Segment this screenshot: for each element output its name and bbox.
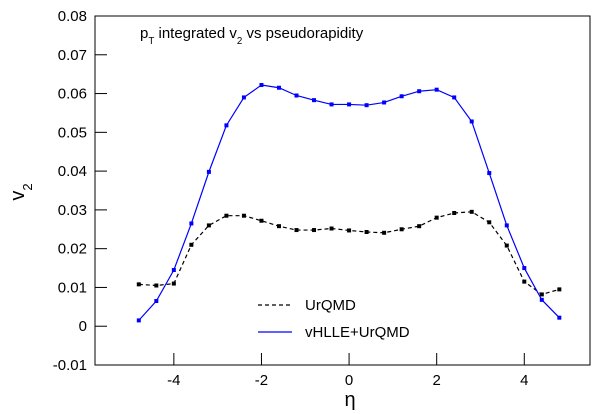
text-part: v [7,191,29,201]
data-point [276,85,281,90]
y-tick-label: 0.07 [58,47,87,64]
data-point [312,228,317,233]
data-point [206,169,211,174]
data-point [382,100,387,105]
x-tick-label: -2 [255,372,268,389]
y-axis-label: v2 [7,183,35,200]
data-point [469,119,474,124]
data-point [364,103,369,108]
data-point [452,210,457,215]
y-tick-label: 0 [79,318,87,335]
data-point [171,281,176,286]
data-point [154,299,159,304]
subscript: 2 [20,183,35,190]
data-point [417,89,422,94]
data-point [171,267,176,272]
data-point [136,318,141,323]
legend-label: vHLLE+UrQMD [305,324,410,341]
y-tick-label: 0.06 [58,86,87,103]
data-point [557,315,562,320]
series-line [138,211,560,296]
y-tick-label: 0.05 [58,124,87,141]
x-tick-label: 2 [433,372,441,389]
x-tick-label: -4 [167,372,180,389]
data-point [241,213,246,218]
data-point [539,292,544,297]
y-tick-label: 0.02 [58,241,87,258]
data-point [259,218,264,223]
data-point [417,224,422,229]
chart-title: pT integrated v2 vs pseudorapidity [140,25,364,47]
data-point [241,95,246,100]
data-point [522,266,527,271]
data-point [189,221,194,226]
data-point [452,95,457,100]
data-point [206,223,211,228]
text-part: vs pseudorapidity [242,25,363,42]
data-point [347,102,352,107]
data-point [294,93,299,98]
data-point [469,209,474,214]
data-point [154,283,159,288]
data-point [487,220,492,225]
data-point [224,123,229,128]
data-point [224,213,229,218]
legend-label: UrQMD [305,297,356,314]
data-point [399,227,404,232]
subscript: 2 [237,36,242,47]
data-point [189,242,194,247]
series-line [138,84,560,321]
y-tick-label: 0.08 [58,8,87,25]
subscript: T [148,36,154,47]
data-point [259,83,264,88]
x-axis-label: η [344,389,355,411]
data-point [434,87,439,92]
data-point [382,230,387,235]
data-point [504,243,509,248]
data-point [312,98,317,103]
data-point [294,228,299,233]
x-tick-label: 4 [520,372,528,389]
data-point [522,279,527,284]
data-point [539,297,544,302]
data-point [136,282,141,287]
y-tick-label: 0.04 [58,163,87,180]
text-part: p [140,25,148,42]
y-tick-label: -0.01 [53,357,87,374]
data-point [364,229,369,234]
data-point [504,223,509,228]
y-tick-label: 0.01 [58,279,87,296]
data-point [487,171,492,176]
data-point [329,226,334,231]
data-point [434,215,439,220]
data-point [329,102,334,107]
y-tick-label: 0.03 [58,202,87,219]
x-tick-label: 0 [345,372,353,389]
plot-frame [94,15,591,366]
text-part: integrated v [154,25,237,42]
data-point [276,224,281,229]
data-point [557,287,562,292]
data-point [399,94,404,99]
data-point [347,228,352,233]
